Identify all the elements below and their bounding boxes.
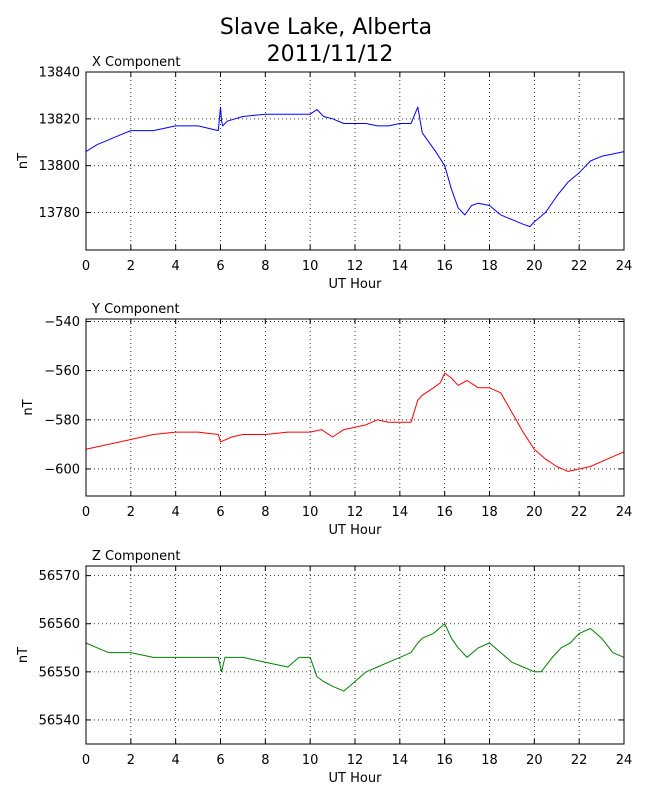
y-component-x-tick-label: 22 (571, 505, 588, 520)
x-component-series-line (85, 106, 625, 228)
x-component-x-tick-label: 10 (302, 259, 319, 274)
z-component-y-tick-label: 56560 (39, 617, 80, 632)
z-component-x-tick-label: 22 (571, 753, 588, 768)
figure-title-line2: 2011/11/12 (267, 42, 394, 67)
x-component-x-tick-label: 24 (616, 259, 633, 274)
y-component-x-tick-label: 2 (127, 505, 135, 520)
x-component-x-tick-label: 14 (392, 259, 409, 274)
y-component-y-tick-label: −600 (44, 462, 80, 477)
x-component-x-axis-label: UT Hour (329, 277, 383, 292)
x-component-x-tick-label: 2 (127, 259, 135, 274)
y-component-x-tick-label: 8 (261, 505, 269, 520)
z-component-x-tick-label: 14 (392, 753, 409, 768)
z-component-y-tick-label: 56550 (39, 665, 80, 680)
z-component-x-axis-label: UT Hour (329, 771, 383, 786)
z-component-y-tick-label: 56540 (39, 713, 80, 728)
component-panels: 0 2 4 6 8 10 12 14 16 18 20 22 241378013800138201384… (16, 55, 632, 786)
z-component-x-tick-label: 4 (172, 753, 180, 768)
x-component-x-tick-label: 16 (436, 259, 453, 274)
y-component-x-tick-label: 14 (392, 505, 409, 520)
z-component-x-tick-label: 8 (261, 753, 269, 768)
y-component-y-tick-label: −580 (44, 413, 80, 428)
z-component-x-tick-label: 2 (127, 753, 135, 768)
x-component-y-tick-label: 13840 (39, 66, 80, 81)
x-component-y-tick-label: 13820 (39, 112, 80, 127)
z-component-x-tick-label: 20 (526, 753, 543, 768)
z-component-x-tick-label: 24 (616, 753, 633, 768)
z-component-x-tick-label: 0 (82, 753, 90, 768)
x-component-x-tick-label: 12 (347, 259, 364, 274)
x-component-y-axis-label: nT (16, 153, 31, 169)
z-component-series-line (85, 623, 625, 692)
x-component-x-tick-label: 6 (216, 259, 224, 274)
y-component-x-tick-label: 4 (172, 505, 180, 520)
y-component-x-tick-label: 12 (347, 505, 364, 520)
y-component-y-tick-label: −540 (44, 315, 80, 330)
z-component-y-tick-label: 56570 (39, 569, 80, 584)
x-component-x-tick-label: 18 (481, 259, 498, 274)
x-component-x-tick-label: 22 (571, 259, 588, 274)
y-component-y-axis-label: nT (21, 399, 36, 415)
x-component-y-tick-label: 13800 (39, 159, 80, 174)
y-component-y-tick-label: −560 (44, 364, 80, 379)
z-component-x-tick-label: 6 (216, 753, 224, 768)
x-component-y-tick-label: 13780 (39, 206, 80, 221)
y-component-x-tick-label: 20 (526, 505, 543, 520)
x-component-x-tick-label: 8 (261, 259, 269, 274)
y-component-title: Y Component (91, 302, 180, 317)
y-component-x-tick-label: 6 (216, 505, 224, 520)
x-component-x-tick-label: 20 (526, 259, 543, 274)
z-component-y-axis-label: nT (16, 647, 31, 663)
z-component-x-tick-label: 18 (481, 753, 498, 768)
y-component-series-line (85, 372, 625, 472)
x-component-title: X Component (92, 55, 181, 70)
y-component-x-tick-label: 10 (302, 505, 319, 520)
x-component-x-tick-label: 4 (172, 259, 180, 274)
y-component-x-tick-label: 16 (436, 505, 453, 520)
x-component-panel: 0 2 4 6 8 10 12 14 16 18 20 22 241378013800138201384… (16, 55, 632, 292)
z-component-title: Z Component (92, 549, 181, 564)
y-component-x-tick-label: 0 (82, 505, 90, 520)
x-component-x-tick-label: 0 (82, 259, 90, 274)
y-component-x-tick-label: 18 (481, 505, 498, 520)
z-component-x-tick-label: 12 (347, 753, 364, 768)
z-component-x-tick-label: 10 (302, 753, 319, 768)
y-component-x-tick-label: 24 (616, 505, 633, 520)
z-component-panel: 0 2 4 6 8 10 12 14 16 18 20 22 245654056550565605657… (16, 549, 632, 786)
z-component-x-tick-label: 16 (436, 753, 453, 768)
figure-title-line1: Slave Lake, Alberta (220, 15, 432, 40)
y-component-x-axis-label: UT Hour (329, 523, 383, 538)
